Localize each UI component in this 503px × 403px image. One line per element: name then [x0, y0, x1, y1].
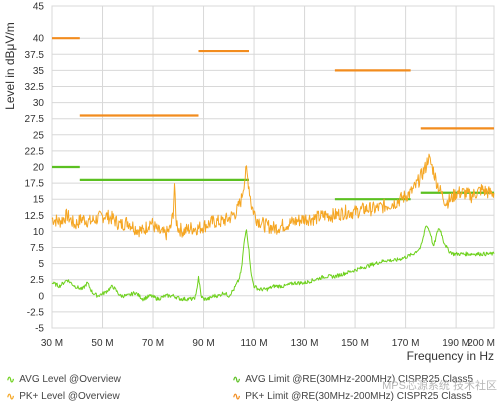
y-tick-label: 40: [33, 34, 45, 45]
x-tick-label: 170 M: [392, 338, 420, 349]
y-tick-label: 30: [33, 98, 45, 109]
avg-limit-swatch-icon: ∿: [232, 374, 242, 386]
y-tick-label: 7.5: [30, 243, 44, 254]
y-tick-label: 22.5: [25, 146, 45, 157]
y-axis-label: Level in dBμV/m: [3, 22, 17, 110]
grid: [51, 5, 495, 329]
y-tick-label: -5: [35, 324, 44, 335]
pk-level-swatch-icon: ∿: [6, 391, 16, 403]
y-tick-label: 27.5: [25, 114, 45, 125]
y-tick-label: -2.5: [27, 307, 45, 318]
x-tick-label-end: 200 M: [467, 338, 495, 349]
x-axis-ticks: 30 M 50 M 70 M 90 M 110 M 130 M 150 M 170 M 190 …: [41, 338, 495, 349]
x-tick-label: 150 M: [341, 338, 369, 349]
pk-limit-swatch-icon: ∿: [232, 391, 242, 403]
y-tick-label: 17.5: [25, 179, 45, 190]
y-tick-label: 0: [38, 291, 44, 302]
x-tick-label: 90 M: [192, 338, 214, 349]
y-tick-label: 37.5: [25, 50, 45, 61]
legend-label: PK+ Limit @RE(30MHz-200MHz) CISPR25 Clas…: [245, 391, 472, 402]
legend-label: PK+ Level @Overview: [19, 391, 120, 402]
y-tick-label: 20: [33, 163, 45, 174]
x-axis-label: Frequency in Hz: [407, 349, 494, 363]
y-tick-label: 12.5: [25, 211, 45, 222]
legend-avg-limit: ∿ AVG Limit @RE(30MHz-200MHz) CISPR25 Cl…: [232, 373, 473, 386]
y-tick-label: 10: [33, 227, 45, 238]
y-tick-label: 25: [33, 130, 45, 141]
legend-label: AVG Level @Overview: [19, 374, 121, 385]
x-tick-label: 110 M: [241, 338, 268, 349]
pk-level-line: [51, 153, 495, 241]
y-tick-label: 45: [33, 2, 45, 13]
legend-pk-level: ∿ PK+ Level @Overview: [6, 390, 120, 403]
avg-level-line: [51, 225, 495, 302]
avg-level-swatch-icon: ∿: [6, 374, 16, 386]
watermark: MPS芯源系统 技术社区: [382, 380, 497, 392]
y-axis-ticks: -5 -2.5 0 2.5 5 7.5 10 12.5 15 17.5 20 22.5 25 27.5 30…: [25, 2, 45, 335]
x-tick-label: 190 M: [442, 338, 470, 349]
x-tick-label: 30 M: [41, 338, 63, 349]
legend-label: AVG Limit @RE(30MHz-200MHz) CISPR25 Clas…: [245, 374, 474, 385]
legend-avg-level: ∿ AVG Level @Overview: [6, 373, 121, 386]
legend-pk-limit: ∿ PK+ Limit @RE(30MHz-200MHz) CISPR25 Cl…: [232, 390, 472, 403]
y-tick-label: 2.5: [30, 275, 44, 286]
x-tick-label: 50 M: [91, 338, 113, 349]
y-tick-label: 35: [33, 66, 45, 77]
y-tick-label: 5: [38, 259, 44, 270]
x-tick-label: 130 M: [291, 338, 319, 349]
y-tick-label: 15: [33, 195, 45, 206]
y-tick-label: 32.5: [25, 82, 45, 93]
x-tick-label: 70 M: [142, 338, 164, 349]
measurement-series: [51, 153, 495, 302]
